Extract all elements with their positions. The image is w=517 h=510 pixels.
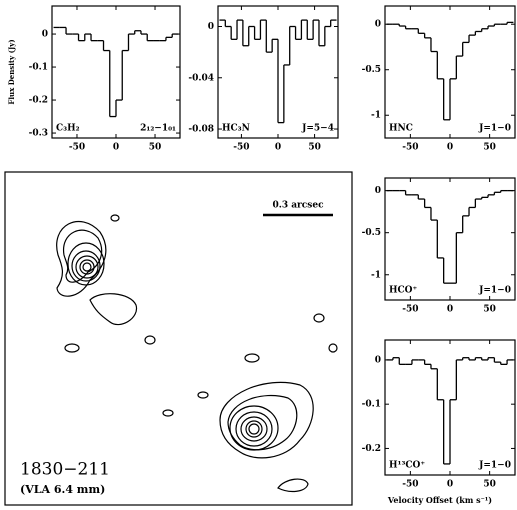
contour — [314, 314, 324, 322]
molecule-label: H¹³CO⁺ — [389, 461, 425, 471]
contour — [249, 424, 259, 434]
y-tick-label: -0.5 — [362, 65, 381, 75]
y-tick-label: -1 — [371, 270, 381, 280]
y-tick-label: -0.1 — [29, 63, 48, 73]
scale-label: 0.3 arcsec — [272, 201, 324, 211]
x-tick-label: -50 — [69, 143, 85, 153]
contour — [80, 260, 94, 274]
instrument: (VLA 6.4 mm) — [20, 483, 105, 496]
x-tick-label: -50 — [402, 480, 418, 490]
y-tick-label: 0 — [42, 30, 48, 40]
x-tick-label: 0 — [113, 143, 119, 153]
y-tick-label: 0 — [208, 22, 214, 32]
y-tick-label: -0.04 — [188, 73, 214, 83]
contour — [278, 479, 308, 491]
x-tick-label: 50 — [149, 143, 162, 153]
panel-frame — [52, 6, 180, 138]
x-axis-label: Velocity Offset (km s⁻¹) — [387, 495, 492, 505]
x-tick-label: 0 — [447, 143, 453, 153]
x-tick-label: 50 — [483, 143, 496, 153]
x-tick-label: 0 — [447, 480, 453, 490]
y-tick-label: 0 — [375, 355, 381, 365]
transition-label: J=1−0 — [478, 286, 511, 296]
y-tick-label: -0.2 — [29, 96, 48, 106]
x-tick-label: -50 — [402, 305, 418, 315]
transition-label: J=1−0 — [478, 124, 511, 134]
contour — [145, 336, 155, 344]
y-tick-label: -0.5 — [362, 228, 381, 238]
contour — [111, 215, 119, 221]
molecule-label: HCO⁺ — [389, 286, 418, 296]
contour — [246, 421, 262, 437]
y-tick-label: 0 — [375, 20, 381, 30]
molecule-label: C₃H₂ — [56, 124, 80, 134]
transition-label: J=5−4 — [301, 124, 334, 134]
contours-ne — [57, 215, 155, 352]
y-tick-label: 0 — [375, 186, 381, 196]
contour — [228, 395, 297, 449]
contours-sw — [163, 314, 337, 491]
x-tick-label: 50 — [308, 143, 321, 153]
contour-map: 0.3 arcsec 1830−211 (VLA 6.4 mm) — [5, 172, 352, 505]
x-tick-label: 0 — [275, 143, 281, 153]
figure: 0.3 arcsec 1830−211 (VLA 6.4 mm) -50 0 50 0… — [0, 0, 517, 510]
contour — [329, 344, 337, 352]
x-tick-label: -50 — [402, 143, 418, 153]
x-tick-label: -50 — [233, 143, 249, 153]
x-tick-label: 0 — [447, 305, 453, 315]
y-tick-label: -0.2 — [362, 444, 381, 454]
contour — [65, 344, 79, 352]
contour — [245, 354, 259, 362]
contour — [163, 410, 173, 416]
y-tick-label: -0.08 — [188, 125, 214, 135]
contour — [83, 263, 91, 271]
x-tick-label: 50 — [483, 305, 496, 315]
transition-label: 2₁₂−1₀₁ — [140, 124, 176, 134]
x-tick-label: 50 — [483, 480, 496, 490]
y-tick-label: -0.1 — [362, 400, 381, 410]
contour — [90, 294, 137, 325]
molecule-label: HNC — [389, 124, 413, 134]
y-axis-label: Flux Density (Jy) — [7, 39, 16, 104]
y-tick-label: -0.3 — [29, 129, 48, 139]
y-tick-label: -1 — [371, 111, 381, 121]
panel-frame — [385, 178, 515, 300]
source-name: 1830−211 — [20, 460, 110, 480]
map-frame — [5, 172, 352, 505]
contour — [68, 243, 104, 285]
molecule-label: HC₃N — [222, 124, 250, 134]
contour — [198, 392, 208, 398]
transition-label: J=1−0 — [478, 461, 511, 471]
